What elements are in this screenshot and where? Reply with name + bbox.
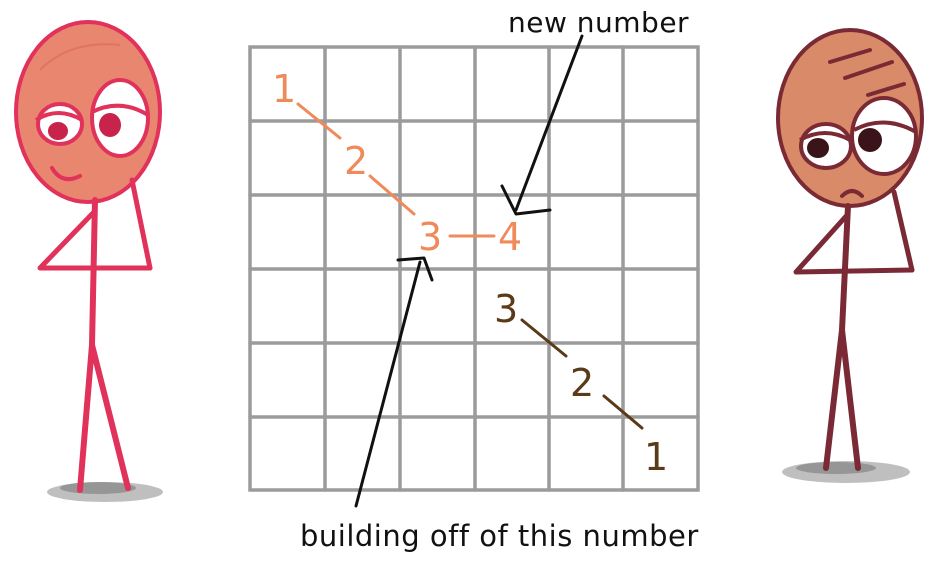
right-figure-shadow: [782, 461, 910, 483]
orange-number-4: 4: [498, 215, 522, 259]
orange-number-3: 3: [418, 215, 442, 259]
building-off-arrow: [354, 256, 434, 508]
brown-number-1: 1: [644, 435, 668, 479]
brown-number-3: 3: [494, 287, 518, 331]
left-stick-figure: [14, 20, 163, 502]
orange-number-1: 1: [272, 67, 296, 111]
new-number-arrow: [500, 34, 584, 216]
right-stick-figure: [776, 28, 924, 483]
orange-number-2: 2: [344, 139, 368, 183]
number-grid: [248, 45, 700, 492]
brown-number-2: 2: [570, 361, 594, 405]
building-off-label: building off of this number: [300, 519, 699, 553]
left-figure-shadow: [47, 482, 163, 502]
left-figure-eyes: [34, 78, 150, 158]
brown-sequence: 3 2 1: [494, 287, 668, 479]
right-figure-mouth: [840, 189, 864, 198]
orange-sequence: 1 2 3 4: [272, 67, 522, 259]
left-figure-smile: [50, 166, 82, 182]
new-number-label: new number: [508, 6, 689, 39]
right-figure-eyes: [799, 96, 918, 176]
